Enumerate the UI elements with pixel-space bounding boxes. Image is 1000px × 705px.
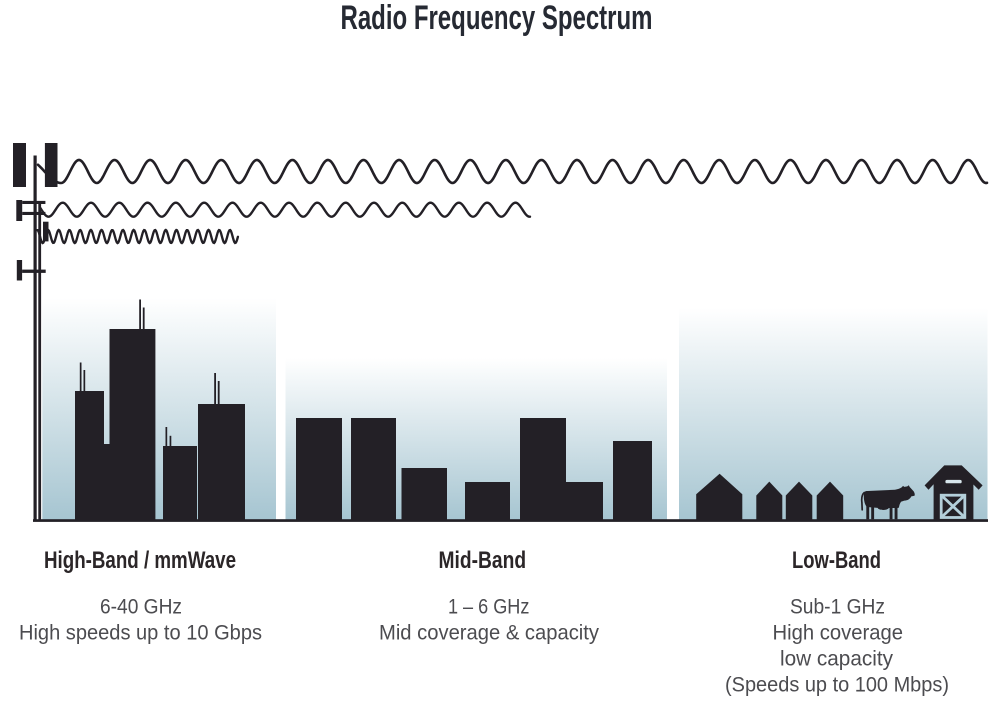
svg-text:Mid coverage & capacity: Mid coverage & capacity bbox=[379, 621, 599, 645]
svg-text:High speeds up to 10 Gbps: High speeds up to 10 Gbps bbox=[19, 621, 262, 645]
svg-text:(Speeds up to 100 Mbps): (Speeds up to 100 Mbps) bbox=[725, 673, 949, 697]
svg-text:6-40 GHz: 6-40 GHz bbox=[100, 595, 182, 619]
svg-text:Mid-Band: Mid-Band bbox=[439, 547, 527, 574]
svg-text:1 – 6 GHz: 1 – 6 GHz bbox=[448, 595, 530, 619]
svg-text:High-Band / mmWave: High-Band / mmWave bbox=[44, 547, 236, 574]
svg-text:Sub-1 GHz: Sub-1 GHz bbox=[790, 595, 885, 619]
svg-text:High coverage: High coverage bbox=[773, 621, 904, 645]
svg-text:Low-Band: Low-Band bbox=[792, 547, 881, 574]
svg-text:Radio Frequency Spectrum: Radio Frequency Spectrum bbox=[341, 0, 653, 37]
svg-text:low capacity: low capacity bbox=[780, 647, 893, 671]
